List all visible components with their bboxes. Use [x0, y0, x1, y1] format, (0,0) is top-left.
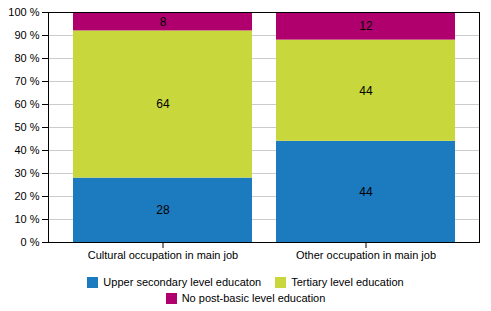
html-text:Upper secondary level educaton: Upper secondary level educaton	[103, 276, 262, 288]
svg-text:28: 28	[156, 203, 170, 217]
svg-text:30 %: 30 %	[14, 167, 39, 179]
svg-text:90 %: 90 %	[14, 29, 39, 41]
svg-text:100 %: 100 %	[8, 6, 39, 18]
html-text:Tertiary level education: Tertiary level education	[291, 276, 404, 288]
svg-text:64: 64	[156, 97, 170, 111]
svg-text:50 %: 50 %	[14, 121, 39, 133]
svg-text:10 %: 10 %	[14, 213, 39, 225]
svg-text:80 %: 80 %	[14, 52, 39, 64]
svg-text:44: 44	[359, 84, 373, 98]
svg-text:Cultural occupation in main jo: Cultural occupation in main job	[88, 249, 238, 261]
svg-text:Other occupation in main job: Other occupation in main job	[296, 249, 436, 261]
svg-text:8: 8	[160, 15, 167, 29]
html-text:No post-basic level education: No post-basic level education	[181, 292, 326, 304]
svg-text:44: 44	[359, 185, 373, 199]
svg-text:20 %: 20 %	[14, 190, 39, 202]
svg-text:70 %: 70 %	[14, 75, 39, 87]
svg-text:12: 12	[359, 19, 373, 33]
svg-text:0 %: 0 %	[21, 236, 40, 248]
svg-text:40 %: 40 %	[14, 144, 39, 156]
svg-text:60 %: 60 %	[14, 98, 39, 110]
